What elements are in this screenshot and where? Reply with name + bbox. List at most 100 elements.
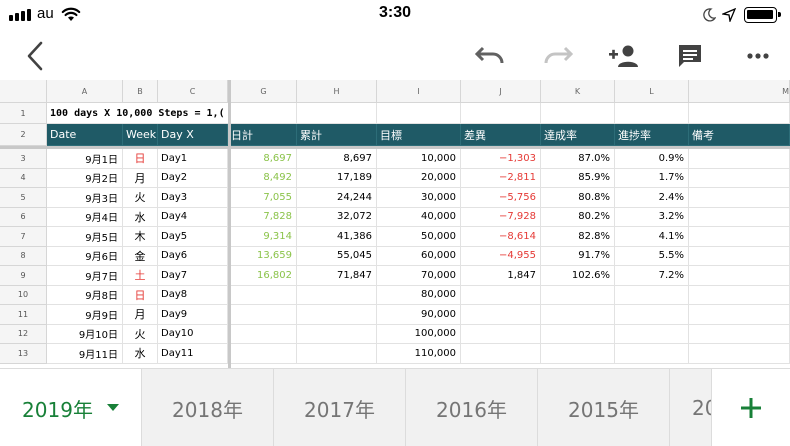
grid-cell[interactable] [377,103,461,124]
row-header[interactable]: 13 [0,344,47,364]
cell-diff[interactable]: −1,303 [461,149,541,169]
row-header[interactable]: 10 [0,285,47,305]
cell-daily[interactable]: 7,828 [231,207,297,227]
cell-date[interactable]: 9月9日 [47,305,123,325]
cell-note[interactable] [689,266,790,286]
cell-cumulative[interactable]: 8,697 [297,149,377,169]
sheet-tab-partial[interactable]: 20 [670,369,712,446]
cell-target[interactable]: 40,000 [377,207,461,227]
cell-diff[interactable] [461,324,541,344]
cell-achieve[interactable]: 80.2% [541,207,615,227]
cell-date[interactable]: 9月5日 [47,227,123,247]
cell-progress[interactable] [615,285,689,305]
cell-achieve[interactable]: 82.8% [541,227,615,247]
cell-diff[interactable] [461,285,541,305]
cell-cumulative[interactable] [297,305,377,325]
cell-note[interactable] [689,188,790,208]
sheet-tab-2017[interactable]: 2017年 [274,369,406,446]
grid-cell[interactable] [297,103,377,124]
row-header[interactable]: 3 [0,149,47,169]
cell-week[interactable]: 水 [123,344,158,364]
header-cell[interactable]: Date [47,124,123,146]
row-header[interactable]: 8 [0,246,47,266]
cell-daily[interactable]: 8,697 [231,149,297,169]
cell-date[interactable]: 9月11日 [47,344,123,364]
cell-date[interactable]: 9月3日 [47,188,123,208]
header-cell[interactable]: 日計 [231,124,297,146]
cell-diff[interactable]: −8,614 [461,227,541,247]
cell-daily[interactable] [231,344,297,364]
column-header[interactable]: C [158,80,228,103]
header-cell[interactable]: 進捗率 [615,124,689,146]
cell-achieve[interactable]: 85.9% [541,168,615,188]
undo-button[interactable] [470,32,510,80]
cell-day[interactable]: Day4 [158,207,228,227]
cell-day[interactable]: Day7 [158,266,228,286]
select-all-corner[interactable] [0,80,47,103]
cell-achieve[interactable] [541,324,615,344]
cell-week[interactable]: 月 [123,305,158,325]
header-cell[interactable]: 備考 [689,124,790,146]
cell-diff[interactable] [461,344,541,364]
cell-achieve[interactable] [541,305,615,325]
cell-target[interactable]: 90,000 [377,305,461,325]
cell-daily[interactable]: 9,314 [231,227,297,247]
row-header[interactable]: 7 [0,227,47,247]
header-cell[interactable]: Week [123,124,158,146]
cell-date[interactable]: 9月8日 [47,285,123,305]
cell-date[interactable]: 9月4日 [47,207,123,227]
cell-week[interactable]: 火 [123,188,158,208]
cell-diff[interactable]: −5,756 [461,188,541,208]
cell-cumulative[interactable]: 41,386 [297,227,377,247]
cell-daily[interactable]: 16,802 [231,266,297,286]
cell-achieve[interactable] [541,344,615,364]
row-header[interactable]: 9 [0,266,47,286]
cell-note[interactable] [689,285,790,305]
cell-week[interactable]: 土 [123,266,158,286]
cell-achieve[interactable]: 80.8% [541,188,615,208]
cell-progress[interactable]: 7.2% [615,266,689,286]
cell-daily[interactable] [231,324,297,344]
header-cell[interactable]: 累計 [297,124,377,146]
cell-day[interactable]: Day9 [158,305,228,325]
cell-date[interactable]: 9月7日 [47,266,123,286]
cell-daily[interactable]: 8,492 [231,168,297,188]
column-header[interactable]: I [377,80,461,103]
cell-progress[interactable]: 0.9% [615,149,689,169]
cell-progress[interactable]: 4.1% [615,227,689,247]
column-header[interactable]: G [231,80,297,103]
column-header[interactable]: M [689,80,790,103]
grid-cell[interactable] [541,103,615,124]
row-header[interactable]: 6 [0,207,47,227]
cell-target[interactable]: 100,000 [377,324,461,344]
row-header[interactable]: 12 [0,324,47,344]
sheet-tab-2016[interactable]: 2016年 [406,369,538,446]
cell-cumulative[interactable]: 71,847 [297,266,377,286]
cell-progress[interactable]: 1.7% [615,168,689,188]
cell-target[interactable]: 60,000 [377,246,461,266]
grid-cell[interactable] [231,103,297,124]
row-header[interactable]: 4 [0,168,47,188]
cell-cumulative[interactable]: 32,072 [297,207,377,227]
column-header[interactable]: B [123,80,158,103]
cell-achieve[interactable]: 91.7% [541,246,615,266]
cell-target[interactable]: 20,000 [377,168,461,188]
cell-date[interactable]: 9月10日 [47,324,123,344]
cell-cumulative[interactable] [297,344,377,364]
cell-day[interactable]: Day6 [158,246,228,266]
header-cell[interactable]: 差異 [461,124,541,146]
column-header[interactable]: L [615,80,689,103]
sheet-title-cell[interactable]: 100 days X 10,000 Steps = 1,( [47,103,228,124]
cell-diff[interactable]: −4,955 [461,246,541,266]
cell-target[interactable]: 70,000 [377,266,461,286]
cell-day[interactable]: Day2 [158,168,228,188]
cell-note[interactable] [689,227,790,247]
cell-note[interactable] [689,207,790,227]
cell-progress[interactable]: 5.5% [615,246,689,266]
cell-progress[interactable] [615,344,689,364]
cell-date[interactable]: 9月1日 [47,149,123,169]
header-cell[interactable]: 達成率 [541,124,615,146]
cell-note[interactable] [689,344,790,364]
row-header[interactable]: 5 [0,188,47,208]
spreadsheet-grid[interactable]: A B C G H I J K L M 1 100 days X 10,000 … [0,80,790,368]
